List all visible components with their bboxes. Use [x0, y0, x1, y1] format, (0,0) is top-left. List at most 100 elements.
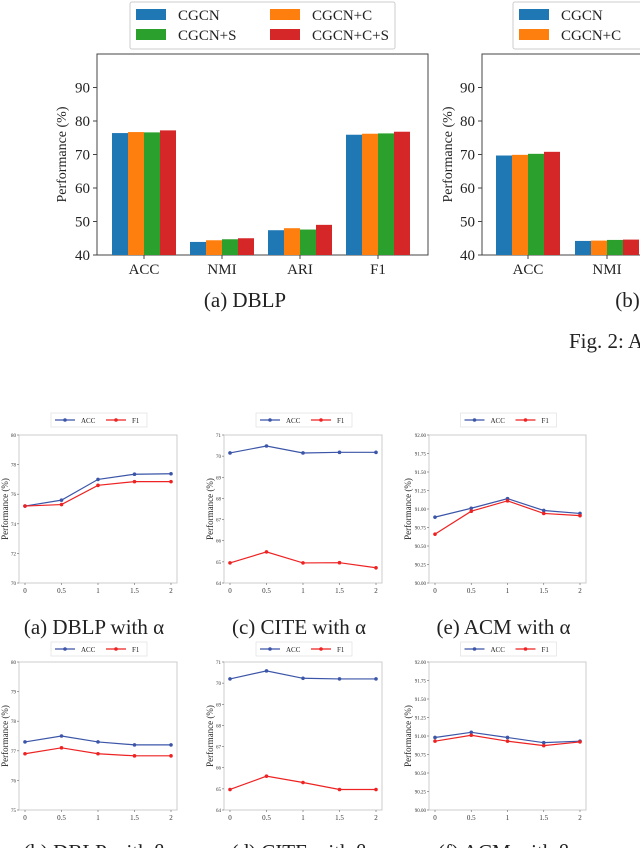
- y-tick-label: 40: [75, 248, 90, 264]
- y-tick-label: 90.00: [415, 582, 427, 587]
- y-tick-label: 70: [11, 582, 17, 587]
- legend-label: ACC: [286, 417, 301, 425]
- bar-cgcn-c-s-acc: [160, 130, 176, 255]
- series-line-f1: [434, 500, 581, 535]
- x-tick-label: 1: [96, 587, 100, 595]
- legend-swatch: [136, 9, 166, 20]
- y-tick-label: 90.25: [415, 564, 427, 569]
- y-tick-label: 69: [216, 476, 222, 481]
- legend: ACC F1: [255, 412, 353, 428]
- data-point-acc: [541, 508, 546, 513]
- y-tick-label: 92.00: [415, 661, 427, 666]
- legend-label: ACC: [491, 417, 506, 425]
- y-tick-label: 80: [11, 661, 17, 666]
- y-tick-label: 91.75: [415, 680, 427, 685]
- legend-label: ACC: [491, 646, 506, 654]
- bar-cgcn-c-acc: [512, 154, 528, 255]
- x-tick-label: 1.5: [539, 587, 548, 595]
- legend-box: [50, 641, 148, 657]
- y-tick-label: 70: [216, 455, 222, 460]
- data-point-f1: [469, 509, 474, 514]
- line-chart-acm-beta: 90.00 90.25 90.50 90.75 91.00 91.25 91.50 91.75…: [403, 641, 587, 848]
- data-point-f1: [541, 743, 546, 748]
- x-tick-label: 0.5: [262, 587, 271, 595]
- data-point-acc: [132, 472, 137, 477]
- x-tick-label: 0.5: [57, 814, 66, 822]
- legend-marker: [268, 647, 272, 651]
- data-point-f1: [23, 751, 27, 756]
- legend-label: CGCN+S: [178, 28, 236, 44]
- bar-cgcn-c-nmi: [591, 240, 607, 255]
- x-tick-label: 1: [96, 814, 100, 822]
- y-tick-label: 68: [216, 724, 222, 729]
- data-point-acc: [228, 677, 232, 681]
- data-point-f1: [23, 504, 27, 508]
- data-point-acc: [59, 498, 64, 502]
- y-axis-label: Performance (%): [205, 705, 215, 767]
- data-point-acc: [132, 743, 137, 747]
- legend-label: CGCN+C: [561, 28, 621, 44]
- bar-cgcn-nmi: [575, 240, 591, 255]
- x-tick-label: 1.5: [130, 814, 139, 822]
- legend-swatch: [270, 29, 300, 40]
- y-tick-label: 65: [216, 561, 222, 566]
- data-point-f1: [169, 754, 173, 758]
- y-tick-label: 90.25: [415, 791, 427, 796]
- legend-marker: [114, 418, 118, 422]
- data-point-acc: [469, 506, 474, 511]
- bar-cgcn-c-ari: [284, 228, 300, 255]
- data-point-f1: [301, 780, 305, 785]
- data-point-f1: [228, 787, 232, 792]
- y-tick-label: 66: [216, 767, 222, 772]
- y-tick-label: 76: [11, 493, 17, 498]
- legend-label: F1: [132, 417, 140, 425]
- data-point-acc: [541, 740, 546, 745]
- y-tick-label: 92.00: [415, 434, 427, 439]
- y-axis-label: Performance (%): [403, 705, 413, 767]
- x-tick-label: NMI: [207, 262, 236, 278]
- subfigure-caption: (b) DBLP with β: [23, 840, 164, 848]
- y-tick-label: 70: [216, 682, 222, 687]
- legend-label: ACC: [81, 646, 96, 654]
- x-tick-label: 1.5: [335, 587, 344, 595]
- bar-cgcn-c-acc: [128, 132, 144, 255]
- bar-cgcn-s-acc: [528, 153, 544, 255]
- data-point-f1: [169, 479, 173, 484]
- data-point-f1: [374, 787, 378, 792]
- bar-cgcn-c-s-nmi: [623, 239, 639, 255]
- y-axis-label: Performance (%): [55, 106, 70, 202]
- data-point-acc: [96, 477, 100, 482]
- data-point-f1: [59, 502, 64, 507]
- subfigure-caption: (d) CITE with β: [232, 840, 367, 848]
- data-point-f1: [59, 746, 64, 750]
- legend-box: [255, 412, 353, 428]
- legend: ACC F1: [50, 412, 148, 428]
- x-tick-label: NMI: [592, 262, 621, 278]
- bar-cgcn-s-f1: [378, 133, 394, 255]
- y-tick-label: 80: [11, 434, 17, 439]
- data-point-acc: [433, 735, 437, 740]
- x-tick-label: 2: [374, 587, 378, 595]
- bar-cgcn-c-s-acc: [544, 151, 560, 255]
- data-point-f1: [264, 774, 269, 778]
- data-point-acc: [301, 451, 305, 455]
- y-axis-label: Performance (%): [0, 705, 10, 767]
- y-tick-label: 80: [75, 114, 90, 130]
- x-tick-label: 0.5: [467, 587, 476, 595]
- x-tick-label: 0: [23, 587, 27, 595]
- y-tick-label: 90: [75, 81, 90, 97]
- legend-marker: [472, 418, 477, 422]
- y-tick-label: 91.25: [415, 717, 427, 722]
- data-point-acc: [505, 735, 510, 740]
- legend: ACC F1: [460, 412, 557, 428]
- x-tick-label: 0: [433, 814, 437, 822]
- y-tick-label: 70: [75, 148, 90, 164]
- y-tick-label: 91.00: [415, 735, 427, 740]
- x-tick-label: 1.5: [130, 587, 139, 595]
- legend-label: ACC: [81, 417, 96, 425]
- data-point-acc: [264, 669, 269, 673]
- x-tick-label: ARI: [287, 262, 313, 278]
- data-point-f1: [505, 739, 510, 743]
- y-tick-label: 65: [216, 788, 222, 793]
- legend-label: CGCN+C: [312, 8, 372, 24]
